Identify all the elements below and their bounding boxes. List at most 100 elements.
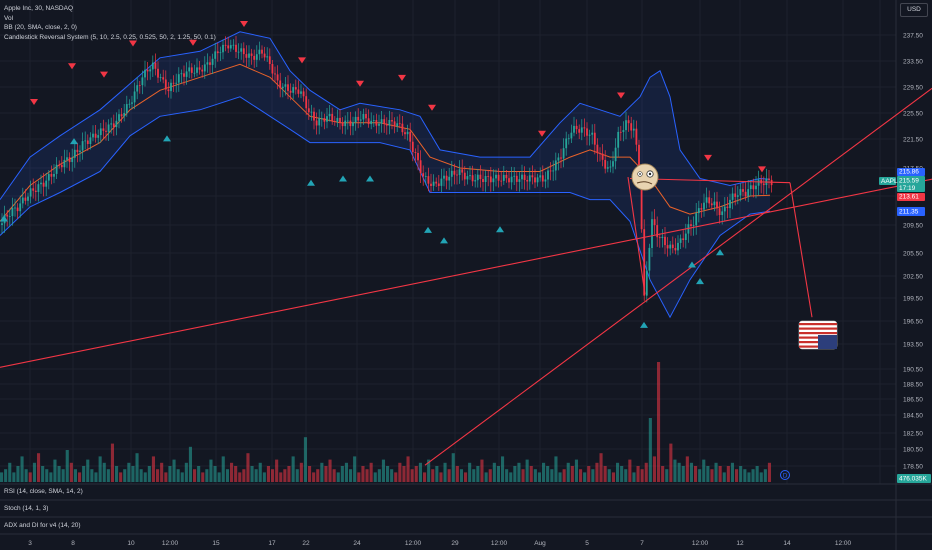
- volume-bar: [476, 466, 480, 482]
- time-left-tag-value: 17:19: [899, 185, 916, 192]
- buy-signal-marker: [496, 226, 504, 233]
- bb-basis-tag: 213.61: [899, 194, 919, 201]
- volume-bar: [234, 466, 238, 482]
- time-tick-label: 24: [353, 540, 361, 547]
- candle-body: [268, 56, 271, 64]
- candle-body: [721, 211, 724, 215]
- volume-bar: [685, 456, 689, 482]
- candle-body: [718, 208, 721, 215]
- candle-body: [612, 161, 614, 167]
- candle-body: [339, 117, 341, 123]
- price-tick-label: 188.50: [903, 381, 923, 388]
- volume-bar: [464, 472, 468, 482]
- candle-body: [573, 125, 575, 133]
- candle-body: [216, 51, 219, 54]
- price-tick-label: 178.50: [903, 463, 923, 470]
- candle-body: [375, 120, 378, 126]
- candle-body: [476, 174, 479, 181]
- upside-down-flag-icon: [798, 320, 838, 350]
- reversal-signals: [0, 20, 766, 328]
- candle-body: [279, 80, 282, 89]
- candle-body: [211, 58, 214, 65]
- candle-body: [146, 69, 149, 72]
- volume-bar: [254, 469, 258, 482]
- current-price-tag-value: 215.59: [899, 178, 919, 185]
- candle-body: [565, 138, 568, 149]
- volume-bar: [447, 469, 451, 482]
- candle-body: [729, 199, 731, 209]
- candle-body: [229, 45, 232, 49]
- dividend-marker[interactable]: [780, 470, 790, 480]
- volume-bar: [230, 462, 234, 482]
- candle-body: [24, 197, 27, 201]
- candle-body: [578, 129, 581, 133]
- currency-button[interactable]: USD: [900, 3, 928, 17]
- candle-body: [489, 176, 492, 183]
- volume-bar: [673, 459, 677, 482]
- volume-bar: [488, 469, 492, 482]
- candle-body: [71, 157, 74, 162]
- candle-body: [300, 91, 302, 94]
- volume-bar: [139, 469, 143, 482]
- candle-body: [651, 219, 653, 248]
- reversal-indicator-label[interactable]: Candlestick Reversal System (5, 10, 2.5,…: [4, 33, 216, 41]
- bollinger-indicator-label[interactable]: BB (20, SMA, close, 2, 0): [4, 24, 77, 31]
- time-tick-label: Aug: [534, 540, 546, 547]
- volume-bar: [710, 469, 714, 482]
- volume-bar: [529, 466, 533, 482]
- buy-signal-marker: [339, 175, 347, 182]
- volume-indicator-label[interactable]: Vol: [4, 14, 14, 22]
- trendlines[interactable]: [0, 87, 932, 466]
- volume-bar: [53, 459, 57, 482]
- candlesticks: [1, 36, 773, 303]
- time-tick-label: 12:00: [162, 540, 179, 547]
- candle-body: [749, 185, 752, 189]
- volume-bar: [468, 462, 472, 482]
- price-axis[interactable]: 237.50233.50229.50225.50221.50217.50213.…: [903, 32, 923, 470]
- candle-body: [53, 174, 55, 177]
- sell-signal-marker: [240, 20, 248, 27]
- candle-body: [601, 153, 604, 160]
- volume-bar: [86, 459, 90, 482]
- volume-bar: [197, 466, 201, 482]
- volume-bar: [279, 472, 283, 482]
- bollinger-band-fill: [0, 31, 770, 318]
- volume-bar: [4, 469, 8, 482]
- price-tick-label: 229.50: [903, 84, 923, 91]
- time-tick-label: 17: [268, 540, 276, 547]
- current-price-tag-bg: [897, 176, 925, 192]
- volume-bar: [262, 472, 266, 482]
- buy-signal-marker: [70, 138, 78, 145]
- candle-body: [323, 118, 326, 122]
- candle-body: [627, 120, 630, 124]
- candle-body: [170, 82, 172, 92]
- volume-bar: [390, 469, 394, 482]
- symbol-tag-bg: [879, 177, 896, 185]
- time-axis[interactable]: 3 8 10 12:00 15 17 22 24 12:00 29 12:00 Aug 5 7 12:00 1…: [28, 540, 851, 547]
- candle-body: [466, 176, 469, 180]
- candle-body: [149, 69, 152, 72]
- candle-body: [66, 157, 68, 160]
- candle-body: [734, 193, 737, 197]
- volume-bar: [423, 472, 427, 482]
- price-tick-label: 182.50: [903, 430, 923, 437]
- sell-signal-marker: [617, 92, 625, 99]
- volume-bar: [472, 469, 476, 482]
- candle-body: [159, 77, 162, 78]
- candle-body: [248, 53, 250, 58]
- candle-body: [580, 127, 583, 133]
- candle-body: [482, 179, 484, 182]
- sell-signal-marker: [100, 71, 108, 78]
- candle-body: [60, 164, 63, 168]
- adx-pane-label[interactable]: ADX and DI for v4 (14, 20): [4, 522, 81, 529]
- rsi-pane-label[interactable]: RSI (14, close, SMA, 14, 2): [4, 488, 83, 495]
- stoch-pane-label[interactable]: Stoch (14, 1, 3): [4, 505, 49, 512]
- candle-body: [677, 242, 679, 251]
- candle-body: [287, 84, 289, 91]
- volume-bar: [332, 469, 336, 482]
- candle-body: [437, 183, 440, 186]
- symbol-title[interactable]: Apple Inc, 30, NASDAQ: [4, 5, 74, 12]
- candle-body: [32, 188, 35, 191]
- volume-bar: [579, 469, 583, 482]
